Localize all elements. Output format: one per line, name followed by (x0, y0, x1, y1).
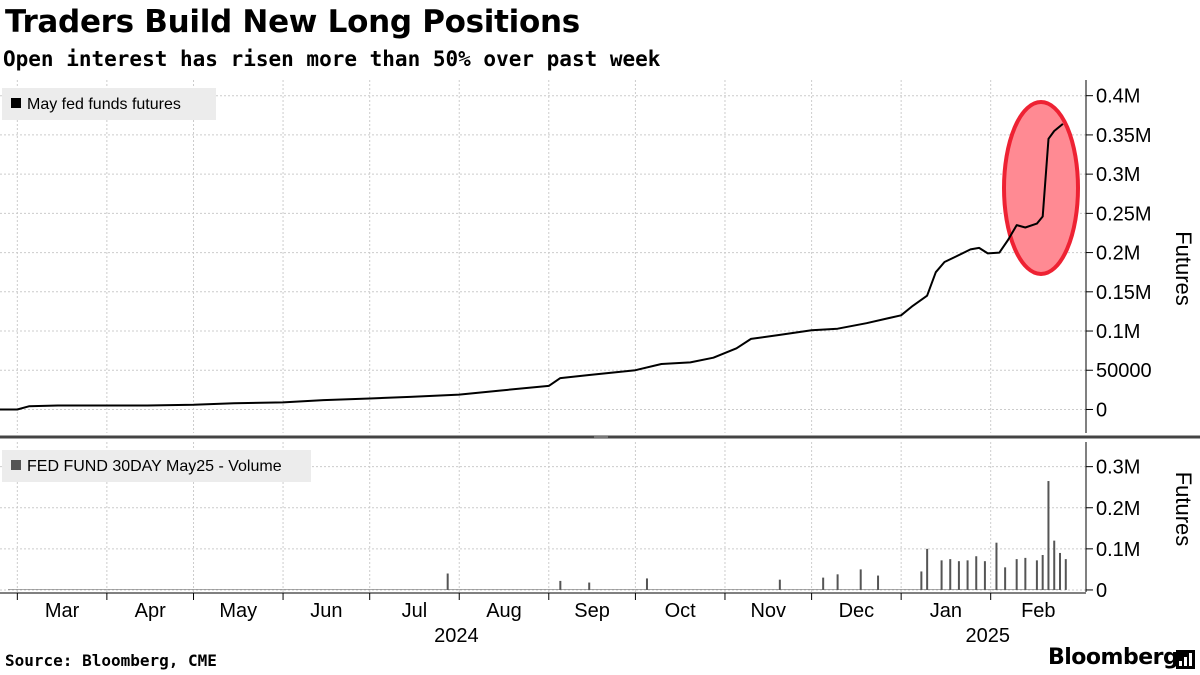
volume-bar (1053, 540, 1056, 590)
x-tick-label: Feb (1021, 600, 1055, 622)
x-tick-label: May (219, 600, 257, 622)
volume-bar (983, 561, 986, 590)
y-axis-title: Futures (1171, 472, 1196, 547)
legend-swatch (11, 460, 21, 470)
legend-label: May fed funds futures (27, 96, 181, 113)
volume-bar (1035, 560, 1038, 590)
y-tick-label: 50000 (1096, 360, 1152, 382)
open-interest-panel: 0 50000 0.1M 0.15M 0.2M 0.25M 0.3M 0.35M 0.4M Fut… (0, 80, 1196, 433)
volume-bar (1024, 557, 1027, 590)
brand-logo: Bloomberg (1048, 645, 1179, 670)
y-tick-label: 0 (1096, 399, 1107, 421)
volume-bar (778, 579, 781, 590)
volume-bar (559, 580, 562, 590)
highlight-ellipse (1002, 100, 1080, 276)
volume-bar (1047, 481, 1050, 590)
y-tick-label: 0.2M (1096, 498, 1140, 520)
volume-panel: 0 0.1M 0.2M 0.3M Futures FED FUND 30DAY May25… (0, 442, 1196, 602)
y-tick-label: 0.25M (1096, 203, 1152, 225)
x-tick-label: Mar (45, 600, 80, 622)
volume-bar (1064, 559, 1067, 590)
legend-swatch (11, 98, 21, 108)
y-tick-label: 0.35M (1096, 125, 1152, 147)
y-tick-label: 0.3M (1096, 457, 1140, 479)
y-tick-label: 0.4M (1096, 86, 1140, 108)
volume-bar (877, 575, 880, 590)
y-tick-label: 0.1M (1096, 321, 1140, 343)
volume-bar (645, 578, 648, 590)
volume-bar (859, 569, 862, 590)
chart-title: Traders Build New Long Positions (5, 4, 580, 40)
x-tick-label: Nov (750, 600, 786, 622)
x-tick-label: Apr (135, 600, 166, 622)
volume-bar (949, 559, 952, 590)
volume-bar (957, 561, 960, 590)
y-tick-label: 0 (1096, 580, 1107, 602)
volume-bar (588, 582, 591, 590)
legend-label: FED FUND 30DAY May25 - Volume (27, 458, 282, 475)
volume-bar (1041, 555, 1044, 590)
volume-bar (1015, 559, 1018, 590)
x-year-label: 2024 (434, 625, 479, 647)
volume-bar (995, 542, 998, 590)
source-note: Source: Bloomberg, CME (5, 651, 217, 670)
x-year-label: 2025 (966, 625, 1011, 647)
volume-bar (822, 577, 825, 590)
y-tick-label: 0.3M (1096, 164, 1140, 186)
x-tick-label: Jul (402, 600, 428, 622)
volume-bar (940, 560, 943, 590)
legend-box (2, 88, 216, 120)
chart-subtitle: Open interest has risen more than 50% ov… (3, 47, 661, 71)
volume-bar (446, 573, 449, 590)
volume-bar (1059, 552, 1062, 590)
x-tick-label: Oct (665, 600, 697, 622)
x-axis: Mar Apr May Jun Jul Aug Sep Oct Nov Dec Jan Feb 2024… (0, 435, 1200, 647)
x-tick-label: Sep (574, 600, 610, 622)
volume-bar (975, 556, 978, 590)
y-tick-label: 0.1M (1096, 539, 1140, 561)
open-interest-line (0, 123, 1064, 411)
y-tick-label: 0.2M (1096, 243, 1140, 265)
x-tick-label: Dec (839, 600, 875, 622)
volume-bar (926, 548, 929, 590)
volume-bar (920, 571, 923, 590)
x-tick-label: Jun (310, 600, 342, 622)
y-tick-label: 0.15M (1096, 282, 1152, 304)
x-tick-label: Jan (930, 600, 962, 622)
bloomberg-terminal-icon (1176, 650, 1195, 669)
y-axis-title: Futures (1171, 231, 1196, 306)
legend-box (2, 450, 311, 482)
x-tick-label: Aug (486, 600, 522, 622)
volume-bar (1004, 567, 1007, 590)
volume-bar (836, 574, 839, 590)
volume-bar (966, 560, 969, 590)
